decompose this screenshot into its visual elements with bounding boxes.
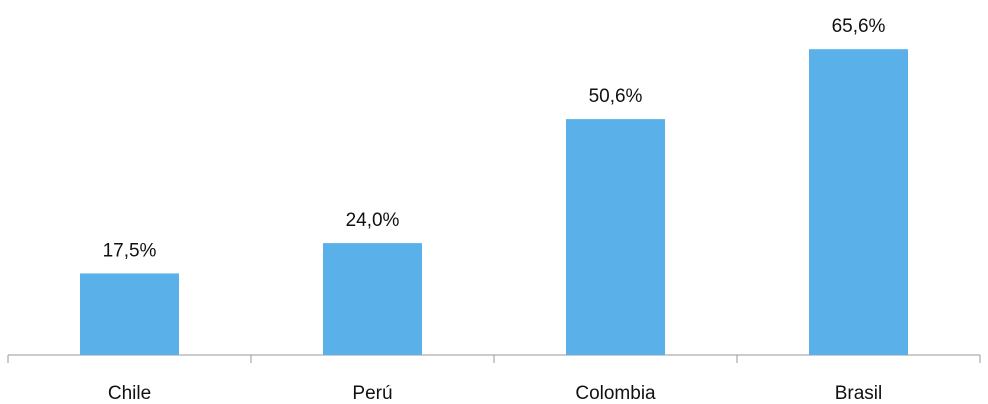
data-label: 17,5% xyxy=(103,240,157,261)
x-tick-label: Colombia xyxy=(575,383,656,404)
x-tick-label: Chile xyxy=(108,383,151,404)
data-label: 50,6% xyxy=(589,86,643,107)
x-tick-label: Perú xyxy=(352,383,392,404)
data-label: 24,0% xyxy=(346,210,400,231)
bar-brasil xyxy=(809,49,908,356)
bar-chile xyxy=(80,273,179,355)
data-label: 65,6% xyxy=(832,16,886,37)
bar-per- xyxy=(323,243,422,355)
x-tick-label: Brasil xyxy=(835,383,883,404)
bar-colombia xyxy=(566,119,665,355)
